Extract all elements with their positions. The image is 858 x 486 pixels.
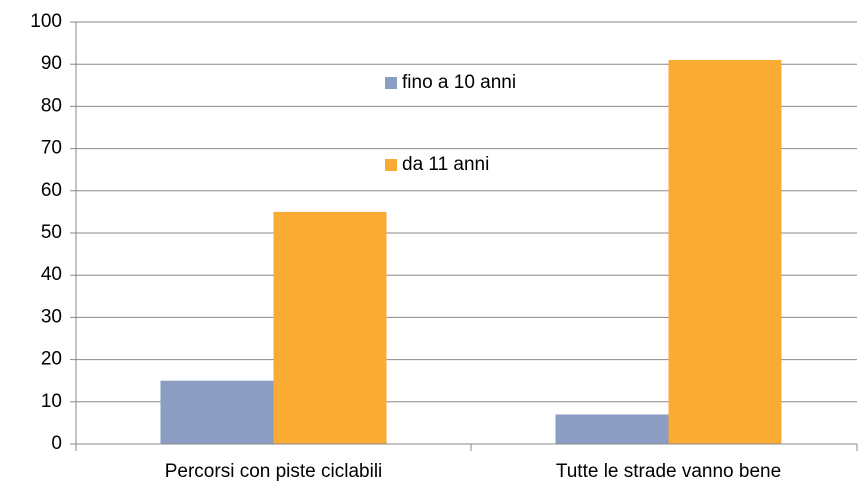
y-tick-label: 40 (41, 264, 62, 285)
y-tick-label: 20 (41, 349, 62, 370)
bar (273, 211, 387, 444)
y-tick-label: 50 (41, 222, 62, 243)
y-tick-label: 100 (30, 11, 62, 32)
legend-label: da 11 anni (402, 154, 489, 175)
y-tick-label: 80 (41, 95, 62, 116)
y-tick-label: 70 (41, 138, 62, 159)
legend-label: fino a 10 anni (402, 72, 516, 93)
x-tick-label: Percorsi con piste ciclabili (165, 461, 383, 482)
y-tick-label: 90 (41, 53, 62, 74)
y-tick-label: 10 (41, 391, 62, 412)
bar (555, 414, 669, 444)
bar (668, 59, 782, 444)
y-tick-label: 60 (41, 180, 62, 201)
legend-swatch (385, 159, 397, 171)
bar (160, 380, 274, 444)
legend-swatch (385, 77, 397, 89)
y-tick-label: 0 (51, 433, 62, 454)
y-tick-label: 30 (41, 306, 62, 327)
x-tick-label: Tutte le strade vanno bene (556, 461, 781, 482)
